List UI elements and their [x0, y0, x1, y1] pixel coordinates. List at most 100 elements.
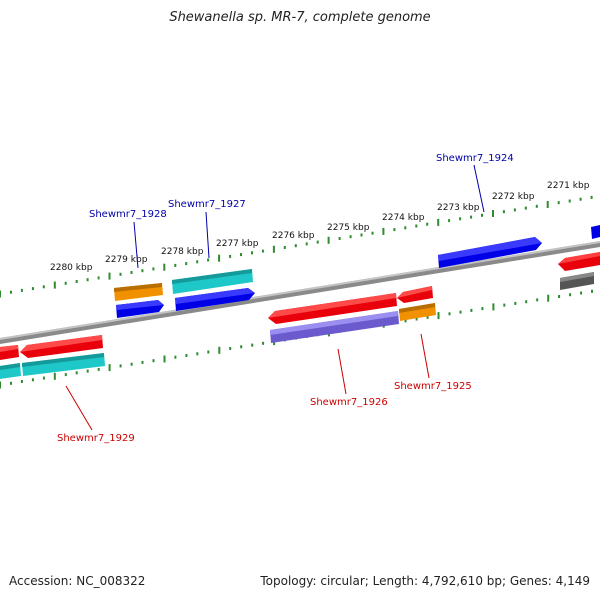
minor-tick — [514, 301, 517, 305]
minor-tick — [251, 251, 253, 255]
minor-tick — [579, 197, 582, 201]
minor-tick — [371, 231, 374, 235]
scale-labels: 2280 kbp 2279 kbp 2278 kbp 2277 kbp 2276… — [50, 181, 590, 273]
minor-tick — [119, 272, 122, 276]
minor-tick — [502, 210, 505, 214]
minor-tick — [174, 355, 177, 359]
minor-tick — [470, 308, 473, 312]
minor-tick — [513, 208, 516, 212]
minor-tick — [207, 258, 210, 262]
minor-tick — [196, 260, 199, 264]
major-tick — [163, 263, 166, 271]
accession-text: Accession: NC_008322 — [9, 574, 146, 588]
minor-tick — [481, 213, 483, 217]
gene-red-edge[interactable] — [558, 252, 600, 271]
gene-orange-block-2[interactable] — [399, 303, 436, 321]
minor-tick — [349, 235, 352, 239]
major-tick — [218, 254, 221, 262]
minor-tick — [240, 345, 243, 349]
leader-line-1925 — [420, 333, 430, 379]
scale-label: 2279 kbp — [105, 255, 148, 265]
major-tick — [272, 245, 275, 253]
minor-tick — [569, 293, 572, 297]
major-tick — [0, 290, 1, 298]
gene-label-1927[interactable]: Shewmr7_1927 — [168, 199, 246, 210]
minor-tick — [470, 215, 473, 219]
gene-label-1926[interactable]: Shewmr7_1926 — [310, 397, 388, 408]
minor-tick — [415, 317, 418, 321]
gene-shewmr7-1927[interactable] — [175, 288, 255, 311]
scale-label: 2275 kbp — [327, 223, 370, 233]
gene-cyan-block-2[interactable] — [22, 353, 105, 376]
minor-tick — [64, 373, 67, 377]
minor-tick — [481, 307, 484, 311]
gene-label-1925[interactable]: Shewmr7_1925 — [394, 381, 472, 392]
leader-line-1927 — [205, 211, 210, 259]
gene-blue-edge[interactable] — [591, 225, 600, 239]
minor-tick — [294, 244, 297, 248]
minor-tick — [141, 360, 144, 364]
major-tick — [163, 355, 166, 363]
gene-label-1928[interactable]: Shewmr7_1928 — [89, 209, 167, 220]
gene-red-left-edge[interactable] — [0, 345, 19, 360]
minor-tick — [338, 237, 341, 240]
minor-tick — [360, 233, 363, 237]
minor-tick — [558, 295, 561, 298]
gene-shewmr7-1928[interactable] — [116, 300, 164, 318]
gene-shewmr7-1929[interactable] — [20, 335, 103, 358]
major-tick — [547, 294, 550, 302]
minor-tick — [459, 217, 462, 221]
minor-tick — [141, 269, 144, 273]
minor-tick — [580, 291, 583, 295]
scale-label: 2273 kbp — [437, 203, 480, 213]
scale-label: 2276 kbp — [272, 231, 315, 241]
minor-tick — [20, 288, 23, 292]
minor-tick — [207, 350, 210, 354]
minor-tick — [42, 285, 45, 289]
minor-tick — [20, 380, 23, 383]
minor-tick — [86, 278, 89, 282]
minor-tick — [261, 249, 264, 253]
minor-tick — [119, 364, 122, 368]
minor-tick — [229, 347, 232, 350]
minor-tick — [130, 271, 133, 274]
major-tick — [382, 227, 385, 235]
minor-tick — [97, 276, 100, 280]
scale-label: 2272 kbp — [492, 192, 535, 202]
minor-tick — [404, 319, 407, 323]
minor-tick — [283, 246, 286, 249]
minor-tick — [196, 352, 199, 356]
gene-purple-block[interactable] — [270, 311, 399, 343]
minor-tick — [185, 262, 188, 266]
leader-line-1924 — [473, 164, 485, 213]
minor-tick — [426, 222, 429, 226]
minor-tick — [525, 300, 528, 304]
major-tick — [108, 364, 111, 372]
minor-tick — [448, 312, 451, 316]
leader-line-1928 — [133, 221, 139, 269]
minor-tick — [130, 362, 133, 366]
genome-backbone-highlight — [0, 241, 600, 340]
minor-tick — [42, 376, 45, 380]
gene-orange-block-1[interactable] — [114, 283, 163, 301]
gene-shewmr7-1925[interactable] — [397, 286, 433, 303]
gene-shewmr7-1924[interactable] — [438, 237, 542, 268]
scale-label: 2274 kbp — [382, 213, 425, 223]
gene-cyan-block-1[interactable] — [172, 269, 253, 294]
major-tick — [492, 303, 495, 311]
minor-tick — [31, 287, 34, 291]
minor-tick — [536, 298, 539, 302]
minor-tick — [426, 315, 429, 319]
major-tick — [53, 281, 56, 289]
gene-label-1924[interactable]: Shewmr7_1924 — [436, 153, 514, 164]
minor-tick — [404, 226, 407, 230]
gene-label-1929[interactable]: Shewmr7_1929 — [57, 433, 135, 444]
minor-tick — [75, 280, 78, 283]
gene-shewmr7-1926[interactable] — [268, 293, 397, 324]
gene-gray-edge[interactable] — [560, 272, 594, 290]
minor-tick — [591, 289, 593, 293]
gene-cyan-left-edge[interactable] — [0, 363, 21, 379]
scale-ticks-outer — [0, 195, 593, 298]
minor-tick — [590, 195, 593, 199]
